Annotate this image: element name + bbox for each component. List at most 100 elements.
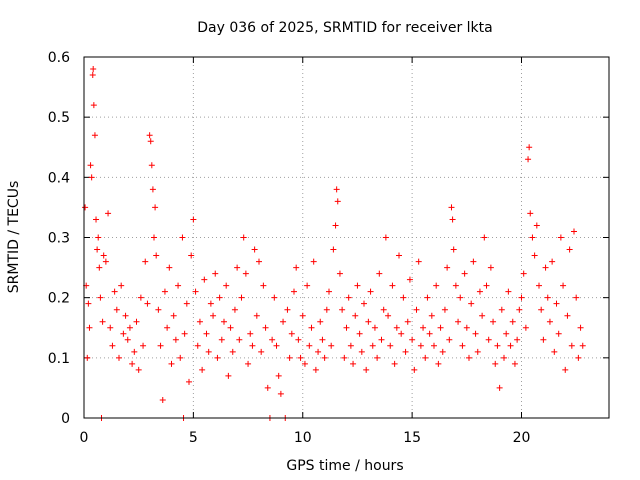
data-point	[476, 288, 483, 295]
data-point	[87, 162, 94, 169]
data-point	[575, 354, 582, 361]
data-point	[424, 294, 431, 301]
data-point	[385, 312, 392, 319]
data-point	[82, 204, 89, 211]
data-point	[242, 270, 249, 277]
data-point	[492, 360, 499, 367]
data-point	[122, 312, 129, 319]
data-point	[256, 258, 262, 265]
y-tick-label: 0.1	[48, 351, 70, 367]
data-point	[86, 324, 93, 331]
data-point	[546, 318, 553, 325]
data-point	[498, 306, 505, 313]
data-point	[149, 186, 156, 193]
data-point	[452, 282, 459, 289]
data-point	[411, 366, 418, 373]
data-point	[284, 306, 291, 313]
data-point	[450, 246, 457, 253]
data-point	[247, 330, 254, 337]
data-point	[522, 324, 529, 331]
data-point	[409, 336, 416, 343]
data-point	[514, 336, 521, 343]
data-point	[526, 144, 533, 151]
data-point	[260, 282, 267, 289]
data-point	[382, 234, 389, 241]
data-point	[295, 336, 302, 343]
x-axis-label: GPS time / hours	[286, 458, 403, 474]
data-point	[321, 354, 328, 361]
data-point	[245, 360, 252, 367]
data-point	[422, 354, 429, 361]
data-point	[253, 312, 260, 319]
data-point	[207, 300, 214, 307]
data-point	[472, 330, 479, 337]
data-point	[109, 342, 116, 349]
data-point	[275, 372, 282, 379]
data-point	[374, 354, 381, 361]
data-point	[97, 294, 104, 301]
data-point	[417, 342, 424, 349]
data-point	[332, 222, 339, 229]
data-point	[135, 366, 142, 373]
data-point	[487, 264, 494, 271]
data-point	[153, 252, 160, 259]
data-point	[354, 282, 361, 289]
data-point	[240, 234, 247, 241]
data-point	[343, 324, 350, 331]
data-point	[516, 306, 523, 313]
data-point	[415, 258, 422, 265]
data-point	[308, 324, 315, 331]
data-point	[449, 216, 456, 223]
data-point	[557, 234, 564, 241]
data-point	[525, 156, 532, 163]
y-tick-label: 0.6	[48, 50, 70, 66]
data-point	[505, 288, 512, 295]
data-point	[183, 300, 190, 307]
data-point	[85, 300, 92, 307]
data-point	[137, 294, 144, 301]
data-point	[199, 366, 206, 373]
x-tick-label: 0	[80, 430, 89, 446]
data-point	[146, 132, 153, 139]
data-point	[494, 342, 501, 349]
data-point	[216, 294, 223, 301]
data-point	[84, 354, 91, 361]
data-point	[151, 234, 157, 241]
data-point	[361, 300, 367, 307]
data-point	[347, 342, 354, 349]
data-point	[280, 318, 287, 325]
data-point	[433, 282, 440, 289]
data-point	[485, 336, 492, 343]
data-point	[363, 366, 370, 373]
data-point	[223, 282, 230, 289]
data-point	[238, 294, 245, 301]
data-point	[203, 330, 210, 337]
data-point	[387, 342, 394, 349]
data-point	[339, 306, 346, 313]
y-tick-label: 0.2	[48, 291, 70, 307]
data-point	[560, 282, 567, 289]
data-point	[334, 198, 341, 205]
data-point	[404, 318, 411, 325]
data-point	[579, 342, 586, 349]
data-point	[164, 324, 171, 331]
data-point	[356, 330, 363, 337]
data-point	[175, 282, 182, 289]
data-point	[457, 294, 464, 301]
data-point	[297, 354, 304, 361]
data-point	[102, 258, 109, 265]
data-point	[474, 348, 481, 355]
data-point	[210, 312, 217, 319]
data-point	[218, 336, 225, 343]
data-point	[90, 102, 97, 109]
data-point	[540, 336, 547, 343]
data-point	[124, 336, 131, 343]
data-point	[186, 378, 192, 385]
y-tick-label: 0.5	[48, 110, 70, 126]
data-point	[463, 324, 470, 331]
data-point	[277, 390, 284, 397]
data-point	[441, 306, 448, 313]
data-point	[269, 336, 276, 343]
data-point	[396, 252, 402, 259]
data-point	[214, 354, 221, 361]
